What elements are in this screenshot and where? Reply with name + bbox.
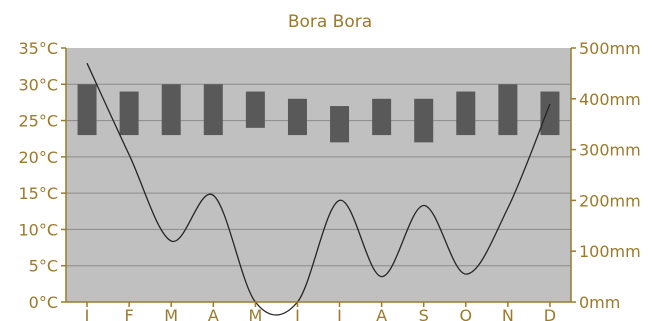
gridlines bbox=[66, 83, 571, 267]
left-tick-label: 5°C bbox=[29, 257, 58, 276]
temperature-bar bbox=[119, 91, 139, 136]
x-tick-label: F bbox=[125, 306, 134, 321]
temperature-bar bbox=[372, 98, 392, 136]
temperature-bar bbox=[498, 84, 518, 136]
x-tick-label: J bbox=[84, 306, 90, 321]
right-tick-label: 0mm bbox=[579, 293, 620, 312]
temperature-bar bbox=[77, 84, 97, 136]
temperature-bar bbox=[414, 98, 434, 143]
right-tick-label: 300mm bbox=[579, 141, 641, 160]
right-tick-label: 200mm bbox=[579, 191, 641, 210]
temperature-bar bbox=[287, 98, 307, 136]
temperature-bar bbox=[456, 91, 476, 136]
x-tick-label: D bbox=[544, 306, 556, 321]
left-axis-ticks: 0°C 5°C 10°C 15°C 20°C 25°C 30°C 35°C bbox=[18, 39, 66, 312]
left-tick-label: 15°C bbox=[18, 184, 58, 203]
temperature-bar bbox=[245, 91, 265, 128]
x-tick-label: A bbox=[376, 306, 387, 321]
right-tick-label: 500mm bbox=[579, 39, 641, 58]
temperature-bar bbox=[203, 84, 223, 136]
right-axis-ticks: 0mm 100mm 200mm 300mm 400mm 500mm bbox=[571, 39, 641, 312]
x-tick-label: N bbox=[502, 306, 514, 321]
x-tick-label: A bbox=[208, 306, 219, 321]
x-tick-label: J bbox=[336, 306, 342, 321]
x-tick-label: M bbox=[164, 306, 178, 321]
x-tick-label: J bbox=[294, 306, 300, 321]
x-tick-label: S bbox=[419, 306, 429, 321]
left-tick-label: 35°C bbox=[18, 39, 58, 58]
left-tick-label: 25°C bbox=[18, 112, 58, 131]
axes bbox=[65, 48, 572, 303]
chart-title: Bora Bora bbox=[288, 12, 372, 32]
x-tick-label: M bbox=[248, 306, 262, 321]
plot-background bbox=[66, 48, 571, 302]
temperature-bars bbox=[77, 84, 560, 143]
temperature-bar bbox=[161, 84, 181, 136]
right-tick-label: 400mm bbox=[579, 90, 641, 109]
temperature-bar bbox=[540, 91, 560, 136]
right-tick-label: 100mm bbox=[579, 242, 641, 261]
left-tick-label: 30°C bbox=[18, 75, 58, 94]
left-tick-label: 10°C bbox=[18, 220, 58, 239]
temperature-bar bbox=[330, 106, 350, 143]
precipitation-line bbox=[86, 62, 551, 316]
left-tick-label: 20°C bbox=[18, 148, 58, 167]
x-tick-label: O bbox=[459, 306, 472, 321]
left-tick-label: 0°C bbox=[29, 293, 58, 312]
